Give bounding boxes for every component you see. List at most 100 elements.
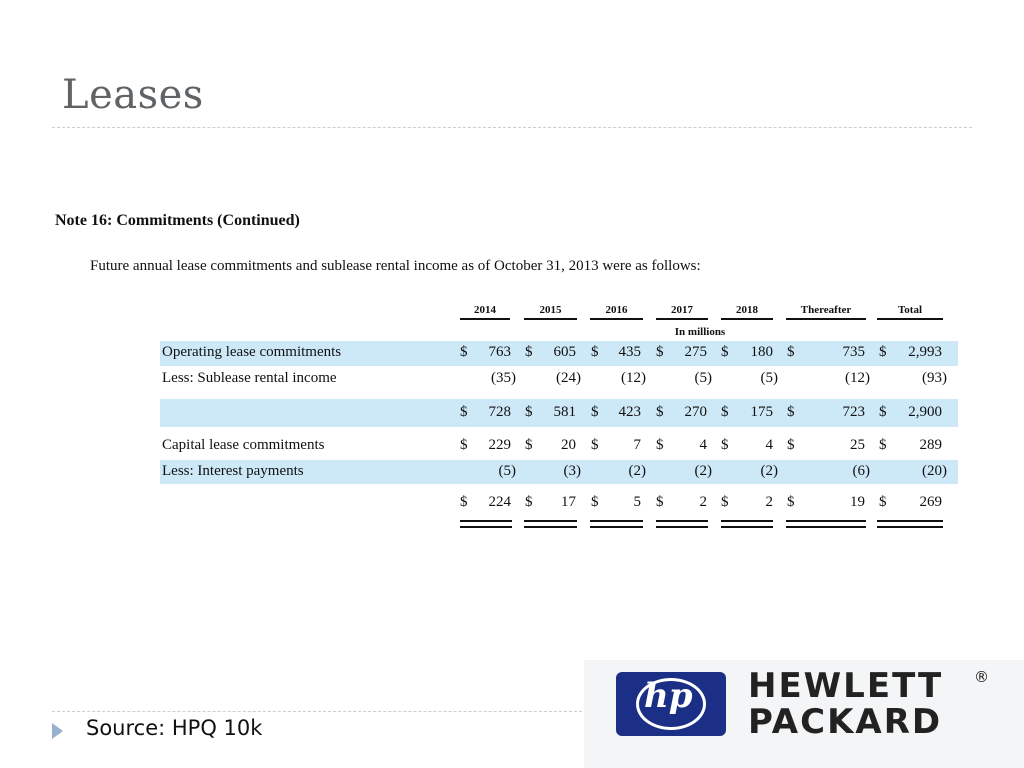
table-cell: (35)	[491, 370, 516, 386]
currency-symbol: $	[656, 404, 664, 420]
total-underline	[786, 520, 866, 522]
logo-wordmark-line1: HEWLETT	[748, 666, 944, 706]
column-header-2016: 2016	[590, 304, 643, 320]
table-cell: (3)	[563, 463, 582, 479]
table-cell: 175	[750, 404, 774, 420]
table-cell: 4	[765, 437, 774, 453]
row-label: Less: Interest payments	[162, 463, 304, 479]
currency-symbol: $	[525, 437, 533, 453]
currency-symbol: $	[656, 494, 664, 510]
currency-symbol: $	[721, 437, 729, 453]
table-cell: 2	[765, 494, 774, 510]
currency-symbol: $	[879, 437, 887, 453]
currency-symbol: $	[591, 437, 599, 453]
table-cell: 275	[684, 344, 708, 360]
total-underline	[524, 526, 577, 528]
slide-title: Leases	[62, 72, 204, 118]
table-row: Less: Sublease rental income (35) (24) (…	[160, 367, 958, 392]
currency-symbol: $	[721, 344, 729, 360]
total-underline	[656, 526, 708, 528]
table-cell: 2,993	[908, 344, 942, 360]
table-cell: (2)	[628, 463, 647, 479]
table-cell: 17	[561, 494, 576, 510]
table-row: $ 224 $ 17 $ 5 $ 2 $ 2 $ 19 $ 269	[160, 491, 958, 517]
currency-symbol: $	[525, 494, 533, 510]
table-cell: 224	[488, 494, 512, 510]
title-divider	[52, 127, 972, 128]
hp-logo-letters: hp	[644, 676, 693, 716]
table-cell: 763	[488, 344, 512, 360]
note-intro: Future annual lease commitments and subl…	[90, 258, 701, 274]
column-header-total: Total	[877, 304, 943, 320]
table-cell: 735	[842, 344, 866, 360]
total-underline	[524, 520, 577, 522]
currency-symbol: $	[879, 344, 887, 360]
table-cell: (20)	[922, 463, 947, 479]
currency-symbol: $	[460, 404, 468, 420]
table-cell: 289	[919, 437, 943, 453]
table-cell: (12)	[845, 370, 870, 386]
currency-symbol: $	[721, 494, 729, 510]
total-underline	[590, 520, 643, 522]
total-underline	[590, 526, 643, 528]
currency-symbol: $	[787, 494, 795, 510]
total-underline	[721, 520, 773, 522]
table-cell: (5)	[694, 370, 713, 386]
currency-symbol: $	[460, 494, 468, 510]
currency-symbol: $	[787, 437, 795, 453]
table-row: Capital lease commitments $ 229 $ 20 $ 7…	[160, 434, 958, 459]
currency-symbol: $	[656, 437, 664, 453]
currency-symbol: $	[591, 494, 599, 510]
total-underline	[460, 520, 512, 522]
note-heading: Note 16: Commitments (Continued)	[55, 212, 300, 229]
row-label: Capital lease commitments	[162, 437, 325, 453]
column-header-2014: 2014	[460, 304, 510, 320]
currency-symbol: $	[525, 404, 533, 420]
total-underline	[877, 526, 943, 528]
table-cell: 5	[633, 494, 642, 510]
table-cell: 25	[850, 437, 865, 453]
table-cell: 435	[618, 344, 642, 360]
table-cell: (2)	[760, 463, 779, 479]
currency-symbol: $	[656, 344, 664, 360]
row-label: Less: Sublease rental income	[162, 370, 337, 386]
table-cell: 229	[488, 437, 512, 453]
table-cell: 180	[750, 344, 774, 360]
table-cell: 19	[850, 494, 865, 510]
total-underline	[656, 520, 708, 522]
table-cell: (24)	[556, 370, 581, 386]
table-cell: 728	[488, 404, 512, 420]
currency-symbol: $	[591, 344, 599, 360]
registered-mark: ®	[974, 668, 989, 686]
table-cell: (6)	[852, 463, 871, 479]
table-cell: 2	[699, 494, 708, 510]
table-cell: 4	[699, 437, 708, 453]
currency-symbol: $	[525, 344, 533, 360]
logo-wordmark-line2: PACKARD	[748, 702, 943, 742]
column-header-2017: 2017	[656, 304, 708, 320]
column-header-thereafter: Thereafter	[786, 304, 866, 320]
table-cell: 581	[553, 404, 577, 420]
table-cell: 723	[842, 404, 866, 420]
currency-symbol: $	[591, 404, 599, 420]
column-header-2018: 2018	[721, 304, 773, 320]
currency-symbol: $	[460, 437, 468, 453]
table-cell: (5)	[498, 463, 517, 479]
currency-symbol: $	[787, 404, 795, 420]
column-header-2015: 2015	[524, 304, 577, 320]
table-row: Less: Interest payments (5) (3) (2) (2) …	[160, 460, 958, 484]
table-cell: 7	[633, 437, 642, 453]
table-row: Operating lease commitments $ 763 $ 605 …	[160, 341, 958, 366]
footer-divider	[52, 711, 582, 712]
currency-symbol: $	[721, 404, 729, 420]
row-label: Operating lease commitments	[162, 344, 342, 360]
total-underline	[877, 520, 943, 522]
table-row: $ 728 $ 581 $ 423 $ 270 $ 175 $ 723 $ 2,…	[160, 399, 958, 427]
hewlett-packard-logo: hp HEWLETT ® PACKARD	[584, 660, 1024, 768]
total-underline	[460, 526, 512, 528]
hp-logo-icon: hp	[616, 672, 726, 736]
table-cell: (5)	[760, 370, 779, 386]
table-cell: 20	[561, 437, 576, 453]
table-cell: (12)	[621, 370, 646, 386]
units-label: In millions	[674, 326, 726, 338]
